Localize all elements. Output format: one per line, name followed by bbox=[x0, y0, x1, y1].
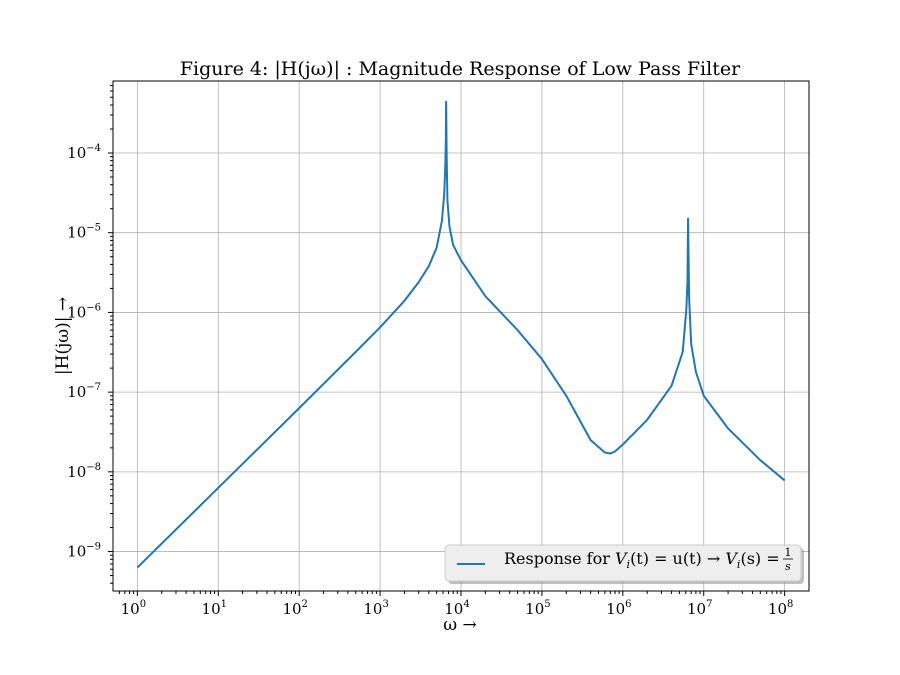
x-tick-label: 100 bbox=[121, 599, 146, 618]
chart-title: Figure 4: |H(jω)| : Magnitude Response o… bbox=[180, 58, 741, 80]
y-tick-label: 10−7 bbox=[67, 382, 101, 401]
y-tick-label: 10−6 bbox=[67, 302, 101, 321]
legend-v1: V bbox=[615, 549, 628, 568]
legend-label: Response for Vi(t) = u(t) → Vi(s) = bbox=[504, 549, 780, 571]
legend-sub1: i bbox=[627, 558, 631, 571]
x-tick-label: 105 bbox=[525, 599, 550, 618]
x-tick-label: 108 bbox=[768, 599, 793, 618]
axis-ticks bbox=[108, 85, 786, 596]
y-tick-label: 10−9 bbox=[67, 542, 101, 561]
y-axis-label: |H(jω)| → bbox=[53, 297, 73, 375]
series-line bbox=[136, 100, 786, 569]
x-tick-label: 104 bbox=[444, 599, 469, 618]
y-tick-label: 10−5 bbox=[67, 223, 101, 242]
legend-v2: V bbox=[725, 549, 738, 568]
legend-frac-den: s bbox=[785, 560, 791, 573]
x-tick-label: 102 bbox=[282, 599, 307, 618]
x-tick-label: 101 bbox=[202, 599, 227, 618]
grid-lines bbox=[113, 81, 809, 591]
legend: Response for Vi(t) = u(t) → Vi(s) = 1 s bbox=[444, 544, 804, 584]
legend-frac-num: 1 bbox=[785, 546, 792, 559]
legend-prefix: Response for bbox=[504, 549, 615, 568]
y-tick-label: 10−8 bbox=[67, 462, 101, 481]
x-tick-labels: 100 101 102 103 104 105 106 107 108 bbox=[121, 599, 794, 618]
y-tick-labels: 10−9 10−8 10−7 10−6 10−5 10−4 bbox=[67, 143, 101, 561]
series-layer bbox=[136, 100, 786, 569]
legend-box bbox=[444, 544, 802, 582]
legend-sub2: i bbox=[737, 558, 741, 571]
legend-mid: (t) = u(t) → bbox=[630, 549, 725, 568]
x-axis-label: ω → bbox=[443, 615, 477, 635]
x-tick-label: 106 bbox=[606, 599, 631, 618]
legend-mid2: (s) = bbox=[740, 549, 779, 568]
y-tick-label: 10−4 bbox=[67, 143, 101, 162]
x-tick-label: 103 bbox=[363, 599, 388, 618]
x-tick-label: 107 bbox=[687, 599, 712, 618]
